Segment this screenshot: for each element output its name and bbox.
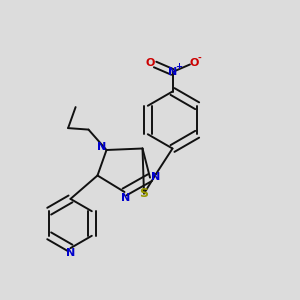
Text: N: N (168, 67, 177, 77)
Text: N: N (97, 142, 106, 152)
Text: +: + (176, 62, 183, 71)
Text: N: N (67, 248, 76, 259)
Text: N: N (152, 172, 160, 182)
Text: S: S (140, 187, 148, 200)
Text: O: O (146, 58, 155, 68)
Text: N: N (121, 193, 130, 203)
Text: -: - (198, 54, 201, 63)
Text: O: O (190, 58, 199, 68)
